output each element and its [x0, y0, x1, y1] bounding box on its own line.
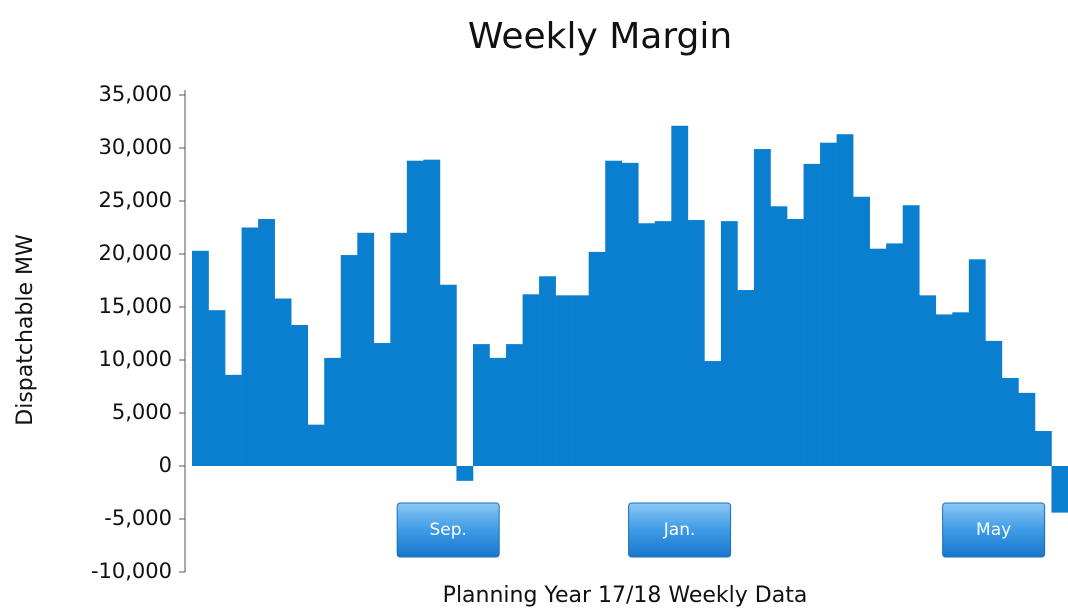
- bar: [853, 196, 870, 466]
- y-tick-label: 30,000: [99, 135, 172, 159]
- bar: [291, 325, 308, 466]
- bar: [671, 125, 689, 467]
- bar: [340, 255, 358, 466]
- bar: [638, 223, 656, 466]
- bar: [1001, 378, 1019, 466]
- bar: [803, 163, 821, 466]
- bar: [770, 206, 788, 467]
- bar: [192, 250, 209, 466]
- bar: [737, 290, 755, 466]
- bar: [506, 344, 523, 466]
- bar: [357, 232, 375, 466]
- bar: [373, 343, 391, 466]
- bar: [555, 295, 573, 466]
- bar: [539, 276, 556, 466]
- bar: [406, 160, 424, 466]
- bar: [621, 162, 639, 466]
- bar: [935, 314, 953, 466]
- bar: [919, 295, 937, 466]
- x-label-box: [628, 502, 732, 558]
- x-label-box: [396, 502, 500, 558]
- y-tick-label: 5,000: [112, 400, 172, 424]
- bar: [1034, 431, 1052, 466]
- bar: [225, 374, 242, 466]
- bar: [390, 232, 408, 466]
- x-tick-label: May: [976, 520, 1011, 540]
- bar: [307, 424, 325, 466]
- bar: [522, 294, 540, 466]
- bar: [886, 243, 904, 466]
- bar: [423, 159, 441, 466]
- bar: [274, 298, 292, 466]
- y-tick-label: 15,000: [99, 294, 172, 318]
- y-tick-label: 20,000: [99, 241, 172, 265]
- bar: [456, 466, 474, 481]
- chart-title: Weekly Margin: [468, 16, 732, 57]
- bar: [324, 357, 342, 466]
- bar: [687, 220, 705, 466]
- bar: [985, 340, 1003, 466]
- bar: [208, 310, 226, 466]
- bar: [588, 251, 606, 466]
- y-tick-label: 25,000: [99, 188, 172, 212]
- bar: [439, 284, 457, 466]
- bar: [753, 149, 771, 466]
- bar: [572, 295, 589, 466]
- bar: [605, 160, 623, 466]
- y-tick-label: -5,000: [104, 506, 172, 530]
- x-label-box: [942, 502, 1046, 558]
- bar: [820, 142, 837, 466]
- bar: [787, 219, 804, 466]
- x-axis-label: Planning Year 17/18 Weekly Data: [443, 583, 808, 608]
- bar: [952, 312, 970, 466]
- y-tick-label: 10,000: [99, 347, 172, 371]
- bar: [836, 134, 854, 466]
- bar: [902, 205, 920, 467]
- bar: [1051, 466, 1068, 513]
- x-tick-label: Sep.: [429, 520, 466, 540]
- y-axis-label: Dispatchable MW: [13, 234, 38, 426]
- bar: [1018, 392, 1036, 466]
- bar: [489, 357, 507, 466]
- y-tick-label: 0: [159, 453, 172, 477]
- bar: [472, 344, 490, 466]
- x-tick-label: Jan.: [663, 520, 696, 540]
- y-tick-label: 35,000: [99, 82, 172, 106]
- y-tick-label: -10,000: [91, 559, 172, 583]
- bar: [241, 227, 259, 466]
- bar: [869, 248, 887, 466]
- bar: [968, 259, 986, 466]
- bar: [654, 221, 672, 466]
- bar: [720, 221, 738, 466]
- bar: [258, 219, 275, 466]
- bar: [704, 361, 722, 466]
